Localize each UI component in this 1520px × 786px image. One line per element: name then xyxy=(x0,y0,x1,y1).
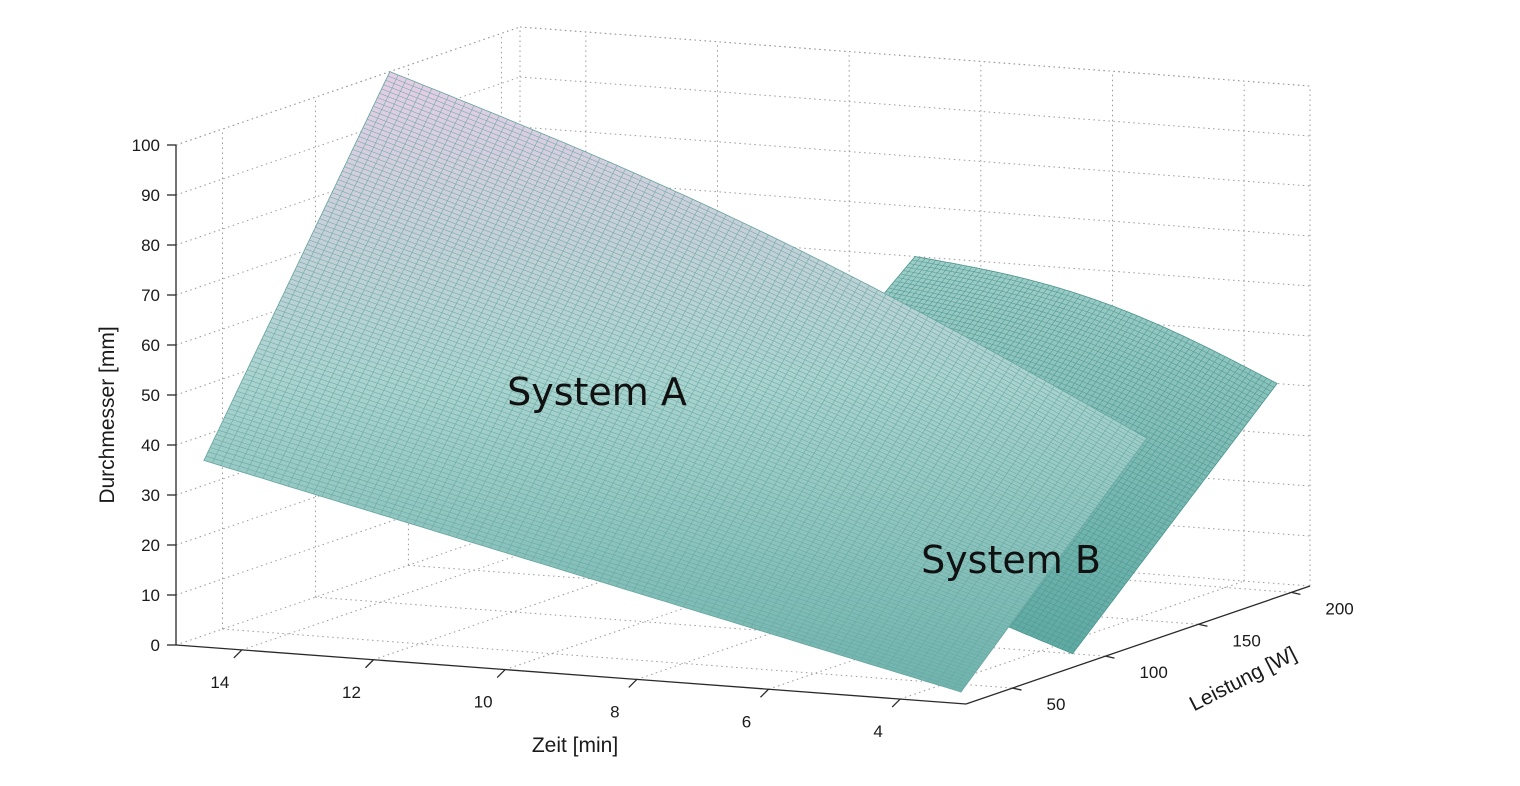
z-tick-label: 30 xyxy=(141,486,160,505)
grid-line xyxy=(636,560,981,680)
x-tick-mark xyxy=(365,659,374,669)
grid-line xyxy=(519,26,1311,87)
grid-line xyxy=(222,628,1013,689)
grid-line xyxy=(175,176,521,296)
y-axis-line xyxy=(965,585,1311,705)
z-tick-label: 70 xyxy=(141,286,160,305)
x-tick-label: 6 xyxy=(742,712,751,731)
y-tick-mark xyxy=(1105,655,1115,659)
surface-system-a xyxy=(203,71,1148,693)
grid-line xyxy=(175,226,521,346)
grid-line xyxy=(175,476,521,596)
grid-line xyxy=(768,570,1113,690)
y-tick-mark xyxy=(1012,687,1022,691)
surface-mesh xyxy=(203,71,1148,693)
x-axis-label: Zeit [min] xyxy=(532,734,618,757)
x-tick-label: 12 xyxy=(342,683,361,702)
z-tick-label: 90 xyxy=(141,186,160,205)
y-tick-label: 200 xyxy=(1325,599,1353,618)
z-tick-label: 20 xyxy=(141,536,160,555)
x-tick-mark xyxy=(496,669,506,679)
x-tick-label: 4 xyxy=(873,722,882,741)
grid-line xyxy=(175,276,521,396)
grid-line xyxy=(519,176,1311,237)
x-tick-label: 14 xyxy=(210,673,229,692)
y-tick-mark xyxy=(1291,591,1301,596)
grid-line xyxy=(175,426,521,546)
surface-layer xyxy=(203,71,1278,693)
z-tick-label: 40 xyxy=(141,436,160,455)
z-tick-label: 100 xyxy=(132,136,160,155)
grid-line xyxy=(175,76,521,196)
grid-line xyxy=(373,541,718,661)
y-tick-label: 50 xyxy=(1046,695,1065,714)
x-tick-mark xyxy=(233,649,243,659)
grid-line xyxy=(519,76,1311,137)
x-axis-line xyxy=(175,644,967,705)
z-tick-label: 60 xyxy=(141,336,160,355)
z-tick-label: 10 xyxy=(141,586,160,605)
x-tick-mark xyxy=(628,678,638,688)
grid-line xyxy=(505,551,850,671)
y-tick-label: 100 xyxy=(1139,663,1167,682)
grid-line xyxy=(175,26,521,146)
grid-line xyxy=(175,376,521,496)
grid-line xyxy=(241,531,586,651)
y-tick-mark xyxy=(1198,623,1208,627)
z-tick-label: 0 xyxy=(151,636,160,655)
axes-layer: 0 10 20 30 40 50 60 70 80 90 100 14 12 10 8 6 4 50 100 150 2… xyxy=(132,136,1354,741)
y-axis-label: Leistung [W] xyxy=(1186,642,1300,715)
x-tick-label: 10 xyxy=(474,693,493,712)
z-axis-label: Durchmesser [mm] xyxy=(96,326,119,503)
x-tick-mark xyxy=(891,698,901,708)
z-tick-label: 50 xyxy=(141,386,160,405)
system-b-label: System B xyxy=(921,538,1101,582)
grid-line xyxy=(519,126,1311,187)
x-tick-label: 8 xyxy=(610,702,619,721)
grid-line xyxy=(175,126,521,246)
x-tick-mark xyxy=(760,688,769,698)
z-tick-label: 80 xyxy=(141,236,160,255)
system-a-label: System A xyxy=(507,370,687,414)
grid-line xyxy=(175,526,521,646)
y-tick-label: 150 xyxy=(1232,631,1260,650)
